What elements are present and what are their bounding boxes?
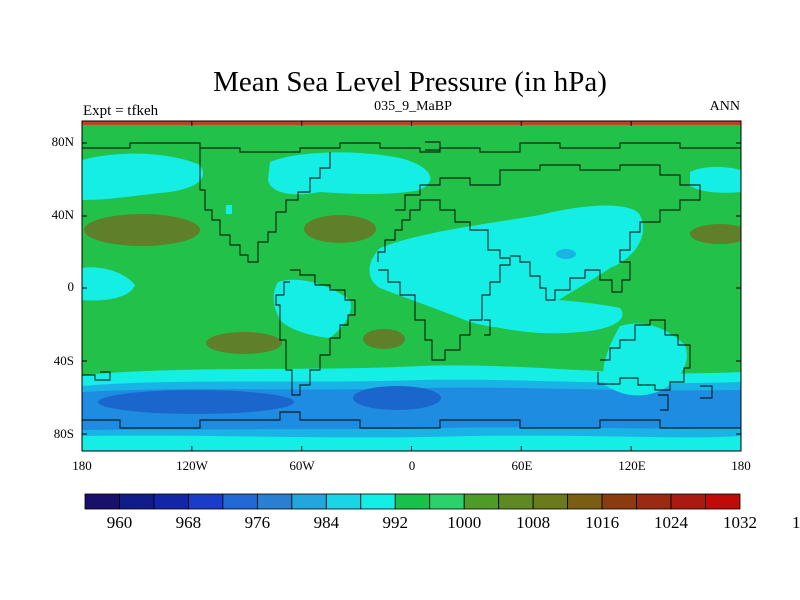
low-pressure-west [98, 390, 294, 414]
lat-label-40n: 40N [52, 207, 75, 222]
colorbar-label: 1008 [516, 513, 550, 532]
colorbar-swatch [325, 493, 362, 510]
lon-label-120e: 120E [618, 458, 646, 473]
north-atlantic-cyan [268, 152, 431, 195]
longitude-labels: 180 120W 60W 0 60E 120E 180 [72, 458, 751, 473]
colorbar-swatch [498, 493, 534, 510]
colorbar-label: 968 [176, 513, 202, 532]
latitude-labels: 80N 40N 0 40S 80S [52, 134, 75, 441]
colorbar-swatch [463, 493, 500, 510]
lon-label-120w: 120W [176, 458, 209, 473]
lon-label-180w: 180 [72, 458, 92, 473]
high-south-atlantic [363, 329, 405, 349]
low-pressure-central [353, 386, 441, 410]
colorbar-swatch [601, 493, 637, 510]
coastlines [82, 141, 741, 429]
colorbar-swatch [705, 493, 741, 510]
high-north-pacific [84, 214, 200, 246]
lat-label-80n: 80N [52, 134, 75, 149]
colorbar-label: 992 [383, 513, 409, 532]
colorbar-swatch [291, 493, 327, 510]
tibet-low [556, 249, 576, 259]
colorbar-swatch [153, 493, 189, 510]
pressure-map [82, 121, 741, 451]
plot-title: Mean Sea Level Pressure (in hPa) [213, 66, 607, 98]
axis-ticks [81, 121, 742, 451]
season-label: ANN [710, 99, 740, 114]
lon-label-0: 0 [409, 458, 416, 473]
colorbar-swatch [394, 493, 431, 510]
high-north-atlantic [304, 215, 376, 243]
colorbar-swatch [636, 493, 672, 510]
lat-label-40s: 40S [54, 353, 74, 368]
high-south-pacific [206, 332, 282, 354]
lon-label-60e: 60E [512, 458, 533, 473]
tropical-cyan [369, 205, 644, 328]
lat-label-equator: 0 [68, 279, 75, 294]
colorbar-swatch [360, 493, 396, 510]
period-label: 035_9_MaBP [374, 99, 452, 114]
colorbar-swatch [256, 493, 293, 510]
east-pacific-cyan [82, 267, 135, 301]
colorbar-swatch [222, 493, 258, 510]
indian-ocean-cyan [470, 298, 623, 334]
colorbar-swatch [119, 493, 155, 510]
lat-label-80s: 80S [54, 426, 74, 441]
colorbar-label: 1024 [654, 513, 689, 532]
south-america-cyan [273, 279, 351, 338]
colorbar-swatch [670, 493, 706, 510]
lon-label-60w: 60W [289, 458, 315, 473]
antarctic-inner [82, 435, 741, 451]
north-pacific-cyan [82, 153, 204, 200]
northeast-cyan [690, 166, 741, 193]
colorbar-label: 1016 [585, 513, 619, 532]
lon-label-180e: 180 [731, 458, 751, 473]
colorbar-swatch [84, 493, 120, 510]
colorbar-label: 1000 [447, 513, 481, 532]
australia-cyan [603, 323, 687, 396]
colorbar [84, 493, 741, 510]
colorbar-swatch [532, 493, 569, 510]
colorbar-label: 984 [314, 513, 340, 532]
high-northwest-pacific [690, 224, 741, 244]
experiment-label: Expt = tfkeh [83, 103, 159, 119]
colorbar-labels: 960 968 976 984 992 1000 1008 1016 1024 1032 1040 [107, 513, 800, 532]
colorbar-swatch [567, 493, 603, 510]
colorbar-label: 976 [245, 513, 271, 532]
colorbar-swatch [429, 493, 465, 510]
colorbar-label: 1032 [723, 513, 757, 532]
colorbar-label: 1040 [792, 513, 800, 532]
colorbar-swatch [188, 493, 224, 510]
colorbar-label: 960 [107, 513, 133, 532]
small-cyan-patch [226, 205, 232, 214]
